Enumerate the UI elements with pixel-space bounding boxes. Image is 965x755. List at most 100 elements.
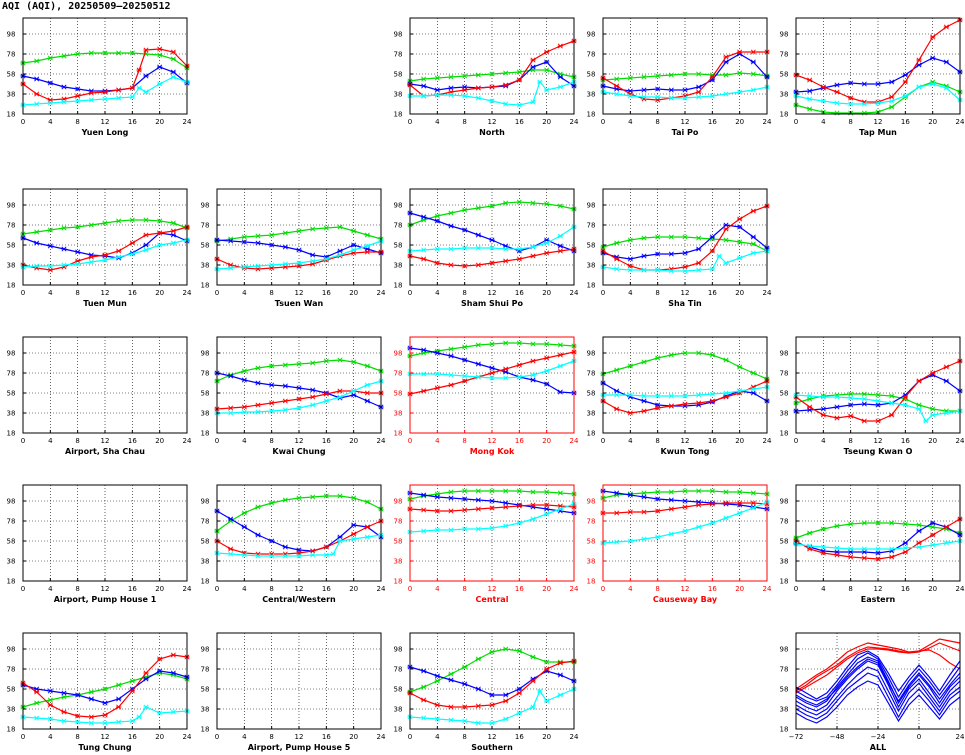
panel-title: Southern	[471, 743, 513, 752]
data-point	[475, 95, 481, 101]
data-point	[916, 522, 922, 528]
data-point	[923, 418, 929, 424]
data-point	[820, 412, 826, 418]
series-line-red	[22, 654, 188, 718]
series-line-cyan	[22, 239, 188, 268]
data-point	[834, 545, 840, 551]
data-point	[557, 248, 563, 254]
data-point	[269, 538, 275, 544]
y-tick-label: 18	[587, 430, 596, 438]
x-tick-label: 4	[435, 733, 440, 741]
x-tick-label: 24	[183, 733, 192, 741]
data-point	[641, 393, 647, 399]
data-point	[282, 244, 288, 250]
data-point	[889, 79, 895, 85]
data-point	[421, 507, 427, 513]
data-point	[462, 357, 468, 363]
data-point	[682, 401, 688, 407]
data-point	[47, 227, 53, 233]
data-point	[861, 391, 867, 397]
x-tick-label: 4	[628, 437, 633, 445]
data-point	[668, 72, 674, 78]
data-point	[241, 368, 247, 374]
data-point	[255, 240, 261, 246]
x-tick-label: 12	[488, 733, 497, 741]
data-point	[421, 388, 427, 394]
x-tick-label: 12	[488, 585, 497, 593]
data-point	[364, 363, 370, 369]
data-point	[157, 242, 163, 248]
data-point	[737, 216, 743, 222]
data-point	[269, 400, 275, 406]
data-point	[682, 528, 688, 534]
data-point	[889, 520, 895, 526]
data-point	[421, 93, 427, 99]
panel-title: Central/Western	[262, 595, 336, 604]
data-point	[255, 504, 261, 510]
data-point	[875, 100, 881, 106]
data-point	[503, 523, 509, 529]
data-point	[102, 712, 108, 718]
x-tick-label: 20	[349, 733, 358, 741]
panel-title: Tap Mun	[859, 128, 897, 137]
data-point	[489, 203, 495, 209]
data-point	[627, 363, 633, 369]
data-point	[170, 228, 176, 234]
x-tick-label: 16	[515, 118, 524, 126]
data-point	[848, 546, 854, 552]
y-tick-label: 58	[587, 538, 596, 546]
data-point	[47, 267, 53, 273]
y-tick-label: 18	[7, 578, 16, 586]
data-point	[902, 545, 908, 551]
panel-tung-chung: 0 4 8 12 16 20 24 18 38 58 78 98 Tung Chung	[7, 632, 192, 752]
data-point	[750, 87, 756, 93]
x-tick-label: 8	[848, 118, 852, 126]
data-point	[709, 391, 715, 397]
y-tick-label: 38	[394, 262, 403, 270]
x-tick-label: 24	[377, 289, 386, 297]
y-tick-label: 78	[394, 666, 403, 674]
data-point	[364, 243, 370, 249]
data-point	[655, 489, 661, 495]
data-point	[557, 243, 563, 249]
data-point	[557, 352, 563, 358]
data-point	[489, 365, 495, 371]
y-tick-label: 98	[201, 498, 210, 506]
data-point	[351, 531, 357, 537]
data-point	[282, 383, 288, 389]
data-point	[723, 237, 729, 243]
panel-title: Kwai Chung	[272, 447, 325, 456]
data-point	[337, 538, 343, 544]
data-point	[627, 492, 633, 498]
data-point	[889, 546, 895, 552]
data-point	[421, 247, 427, 253]
data-point	[516, 520, 522, 526]
data-point	[75, 713, 81, 719]
x-tick-label: 0	[601, 437, 605, 445]
x-tick-label: 4	[48, 585, 53, 593]
data-point	[709, 248, 715, 254]
x-tick-label: 0	[601, 289, 605, 297]
data-point	[337, 534, 343, 540]
data-point	[834, 394, 840, 400]
data-point	[848, 80, 854, 86]
x-tick-label: 12	[488, 437, 497, 445]
data-point	[723, 226, 729, 232]
data-point	[530, 341, 536, 347]
data-point	[241, 552, 247, 558]
data-point	[848, 395, 854, 401]
data-point	[310, 494, 316, 500]
data-point	[875, 556, 881, 562]
data-point	[557, 490, 563, 496]
data-point	[462, 681, 468, 687]
x-tick-label: 20	[155, 733, 164, 741]
x-tick-label: 12	[101, 437, 110, 445]
data-point	[421, 697, 427, 703]
x-tick-label: 8	[269, 289, 273, 297]
y-tick-label: 58	[201, 390, 210, 398]
data-point	[296, 247, 302, 253]
data-point	[820, 406, 826, 412]
data-point	[462, 207, 468, 213]
data-point	[475, 85, 481, 91]
data-point	[475, 656, 481, 662]
